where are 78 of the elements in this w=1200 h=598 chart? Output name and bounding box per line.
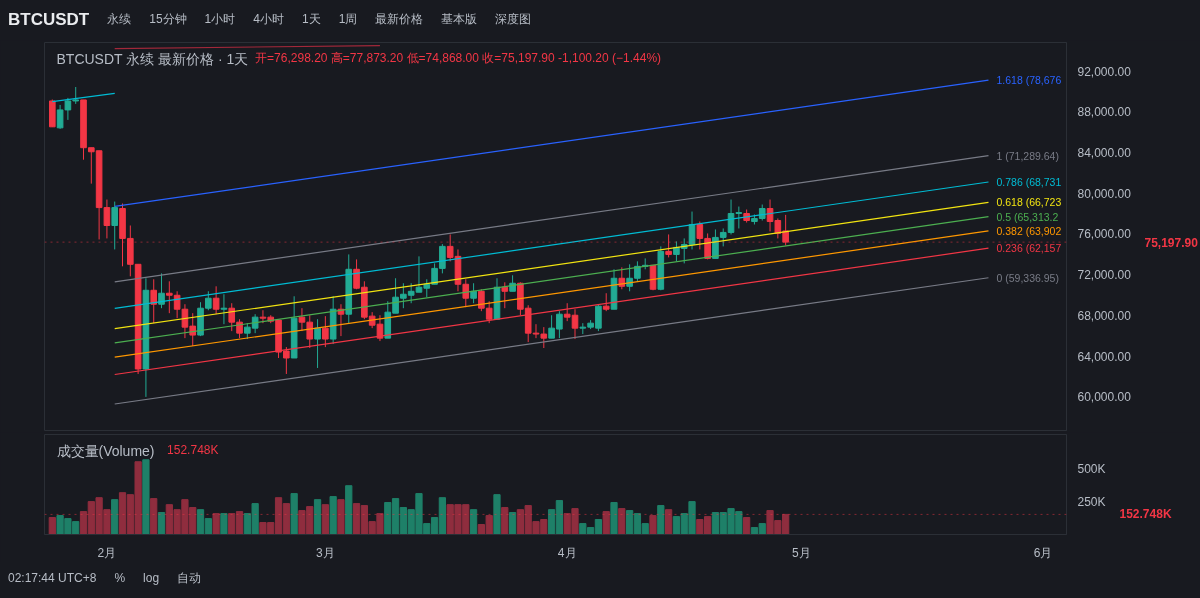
bar — [618, 508, 626, 535]
bar — [610, 502, 618, 535]
x-tick-label: 6月 — [1033, 545, 1053, 560]
series-label: 0.786 (68,731 — [996, 176, 1062, 189]
bar — [345, 485, 353, 535]
series-label: 0.236 (62,157 — [996, 242, 1062, 255]
y-tick-label: 64,000.00 — [1077, 349, 1132, 364]
text: 自动 — [177, 570, 202, 588]
text: 1小时 — [204, 11, 236, 29]
candlestick — [220, 293, 228, 325]
series-label: 1.618 (78,676 — [996, 74, 1062, 87]
bar — [649, 515, 657, 535]
candlestick — [212, 285, 220, 315]
ref-line-label: 152.748K — [1119, 507, 1172, 522]
text: % — [114, 570, 126, 588]
y-tick-label: 250K — [1077, 494, 1106, 509]
x-tick-label: 3月 — [316, 545, 335, 560]
bar — [150, 498, 158, 535]
y-tick-label: 60,000.00 — [1077, 390, 1132, 405]
text: 成交量(Volume) — [56, 442, 155, 459]
text: BTCUSDT 永续 最新价格 · 1天 — [56, 50, 249, 67]
y-tick-label: 76,000.00 — [1077, 227, 1132, 242]
series-label: 0.382 (63,902 — [996, 224, 1062, 237]
y-tick-label: 92,000.00 — [1077, 64, 1132, 79]
series-label: 0.618 (66,723 — [996, 196, 1062, 209]
y-tick-label: 68,000.00 — [1077, 308, 1132, 323]
bar — [220, 513, 228, 535]
series-label: 0.5 (65,313.2 — [996, 210, 1059, 223]
x-tick-label: 5月 — [791, 545, 811, 560]
bar — [290, 493, 298, 535]
x-tick-label: 2月 — [97, 545, 117, 560]
candlestick — [665, 233, 672, 258]
series-label: 0 (59,336.95) — [996, 271, 1059, 284]
text: 4小时 — [253, 11, 284, 29]
candlestick — [314, 318, 321, 369]
bar — [501, 507, 509, 535]
text: 1天 — [301, 11, 321, 29]
text: 15分钟 — [149, 11, 187, 29]
x-tick-label: 4月 — [557, 545, 577, 560]
text: 152.748K — [167, 442, 219, 457]
bar — [493, 494, 501, 535]
bar — [508, 512, 517, 535]
series-label: 1 (71,289.64) — [996, 149, 1059, 162]
bar — [665, 509, 673, 535]
text: 基本版 — [441, 11, 478, 29]
text: 1周 — [338, 11, 358, 29]
bar — [329, 496, 337, 535]
text: 02:17:44 UTC+8 — [8, 570, 97, 588]
text: BTCUSDT — [8, 8, 90, 31]
bar — [657, 505, 665, 535]
bar — [337, 499, 345, 535]
bar — [321, 504, 329, 535]
text: 永续 — [107, 11, 132, 29]
bar — [602, 511, 610, 535]
bar — [743, 517, 751, 535]
y-tick-label: 500K — [1077, 461, 1106, 476]
y-tick-label: 80,000.00 — [1077, 186, 1132, 201]
candlestick — [150, 278, 158, 324]
y-tick-label: 88,000.00 — [1077, 105, 1132, 120]
bar — [157, 512, 166, 535]
bar — [111, 499, 119, 535]
y-tick-label: 72,000.00 — [1077, 268, 1132, 283]
text: 最新价格 — [375, 11, 424, 29]
bar — [313, 499, 322, 535]
y-tick-label: 84,000.00 — [1077, 145, 1132, 160]
bar — [212, 513, 220, 535]
ref-line-label: 75,197.90 — [1144, 235, 1199, 250]
candlestick — [322, 315, 329, 348]
text: 深度图 — [495, 11, 532, 29]
candlestick — [470, 282, 477, 304]
bar — [469, 509, 478, 535]
text: 开=76,298.20 高=77,873.20 低=74,868.00 收=75,197.90 -1,100.20 (−1.44%) — [255, 50, 662, 65]
candlestick — [501, 281, 509, 309]
bar — [142, 459, 150, 535]
text: log — [143, 570, 160, 588]
candlestick — [158, 272, 165, 309]
candlestick — [111, 201, 119, 250]
bar — [48, 517, 56, 535]
